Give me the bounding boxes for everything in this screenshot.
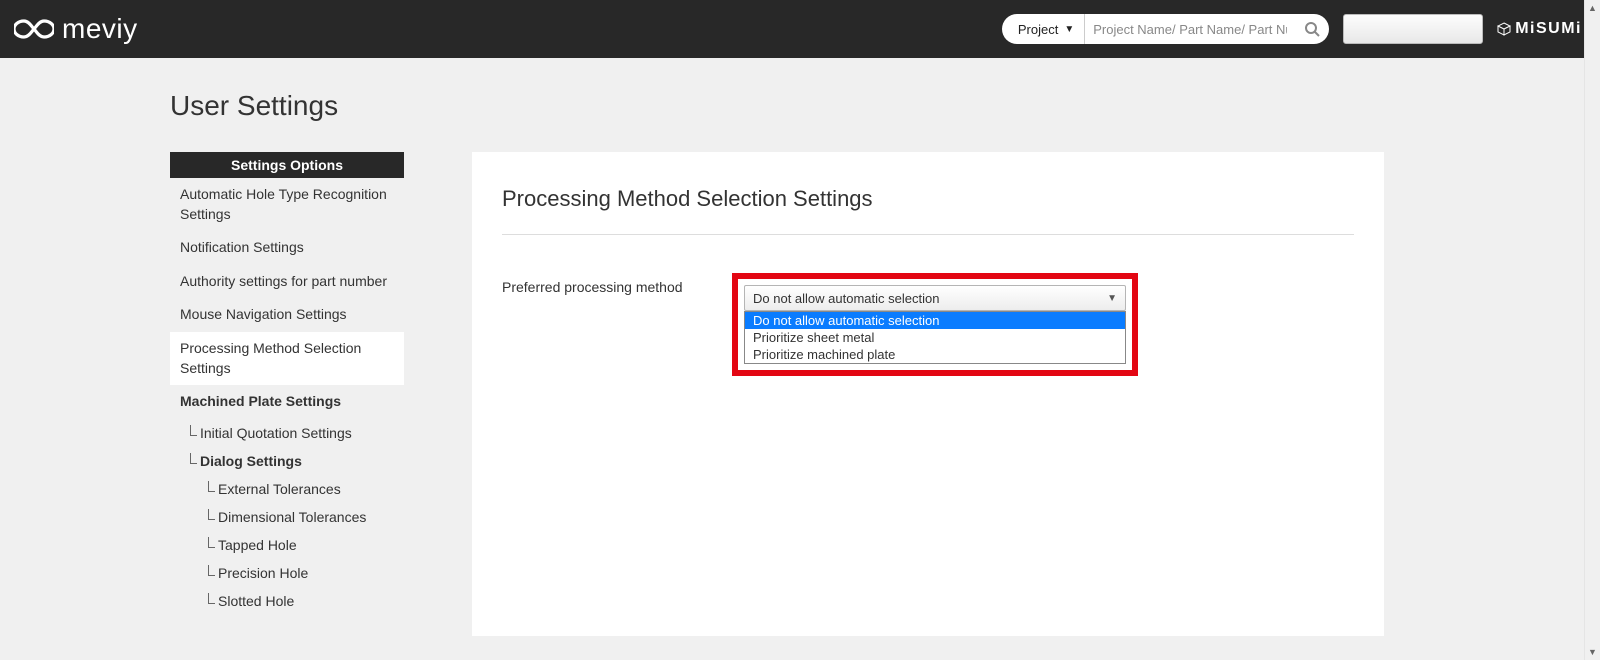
brand-logo[interactable]: meviy bbox=[14, 13, 138, 45]
scroll-up-icon[interactable]: ▲ bbox=[1585, 0, 1600, 16]
panel-title: Processing Method Selection Settings bbox=[502, 186, 1354, 235]
setting-row-processing-method: Preferred processing method Do not allow… bbox=[502, 273, 1354, 376]
vertical-scrollbar[interactable]: ▲ ▼ bbox=[1584, 0, 1600, 660]
sidebar-section-machined-plate: Machined Plate Settings bbox=[170, 385, 404, 419]
sidebar-item-external-tol[interactable]: External Tolerances bbox=[170, 475, 404, 503]
company-text: MiSUMi bbox=[1515, 20, 1582, 38]
header-action-button[interactable] bbox=[1343, 14, 1483, 44]
sidebar-header: Settings Options bbox=[170, 152, 404, 178]
dropdown-list: Do not allow automatic selection Priorit… bbox=[744, 311, 1126, 364]
dropdown-option-1[interactable]: Prioritize sheet metal bbox=[745, 329, 1125, 346]
cube-icon bbox=[1497, 22, 1511, 36]
project-search: Project ▼ bbox=[1002, 14, 1329, 44]
page-title: User Settings bbox=[170, 90, 1600, 122]
main-panel: Processing Method Selection Settings Pre… bbox=[472, 152, 1384, 636]
sidebar-item-slotted-hole[interactable]: Slotted Hole bbox=[170, 587, 404, 615]
sidebar-item-auto-hole[interactable]: Automatic Hole Type Recognition Settings bbox=[170, 178, 404, 231]
top-header: meviy Project ▼ MiSUMi bbox=[0, 0, 1600, 58]
sidebar-item-initial-quotation[interactable]: Initial Quotation Settings bbox=[170, 419, 404, 447]
caret-down-icon: ▼ bbox=[1107, 293, 1117, 304]
brand-text: meviy bbox=[62, 13, 138, 45]
sidebar-item-tapped-hole[interactable]: Tapped Hole bbox=[170, 531, 404, 559]
dropdown-option-0[interactable]: Do not allow automatic selection bbox=[745, 312, 1125, 329]
company-logo[interactable]: MiSUMi bbox=[1497, 20, 1582, 38]
sidebar-item-notification[interactable]: Notification Settings bbox=[170, 231, 404, 265]
project-dropdown-label: Project bbox=[1018, 22, 1058, 37]
sidebar-item-processing-method[interactable]: Processing Method Selection Settings bbox=[170, 332, 404, 385]
processing-method-dropdown[interactable]: Do not allow automatic selection ▼ bbox=[744, 285, 1126, 311]
infinity-icon bbox=[14, 18, 54, 40]
sidebar-item-precision-hole[interactable]: Precision Hole bbox=[170, 559, 404, 587]
scroll-down-icon[interactable]: ▼ bbox=[1585, 644, 1600, 660]
setting-label: Preferred processing method bbox=[502, 273, 732, 295]
sidebar-item-authority[interactable]: Authority settings for part number bbox=[170, 265, 404, 299]
caret-down-icon: ▼ bbox=[1064, 24, 1074, 35]
dropdown-selected-value: Do not allow automatic selection bbox=[753, 291, 939, 306]
sidebar-section-dialog-settings: Dialog Settings bbox=[170, 447, 404, 475]
project-dropdown-button[interactable]: Project ▼ bbox=[1002, 14, 1085, 44]
page-body: User Settings Settings Options Automatic… bbox=[0, 58, 1600, 636]
search-input[interactable] bbox=[1085, 14, 1295, 44]
highlight-box: Do not allow automatic selection ▼ Do no… bbox=[732, 273, 1138, 376]
sidebar-item-mouse-nav[interactable]: Mouse Navigation Settings bbox=[170, 298, 404, 332]
search-button[interactable] bbox=[1295, 14, 1329, 44]
settings-sidebar: Settings Options Automatic Hole Type Rec… bbox=[170, 152, 404, 615]
search-icon bbox=[1304, 21, 1320, 37]
sidebar-item-dimensional-tol[interactable]: Dimensional Tolerances bbox=[170, 503, 404, 531]
dropdown-option-2[interactable]: Prioritize machined plate bbox=[745, 346, 1125, 363]
